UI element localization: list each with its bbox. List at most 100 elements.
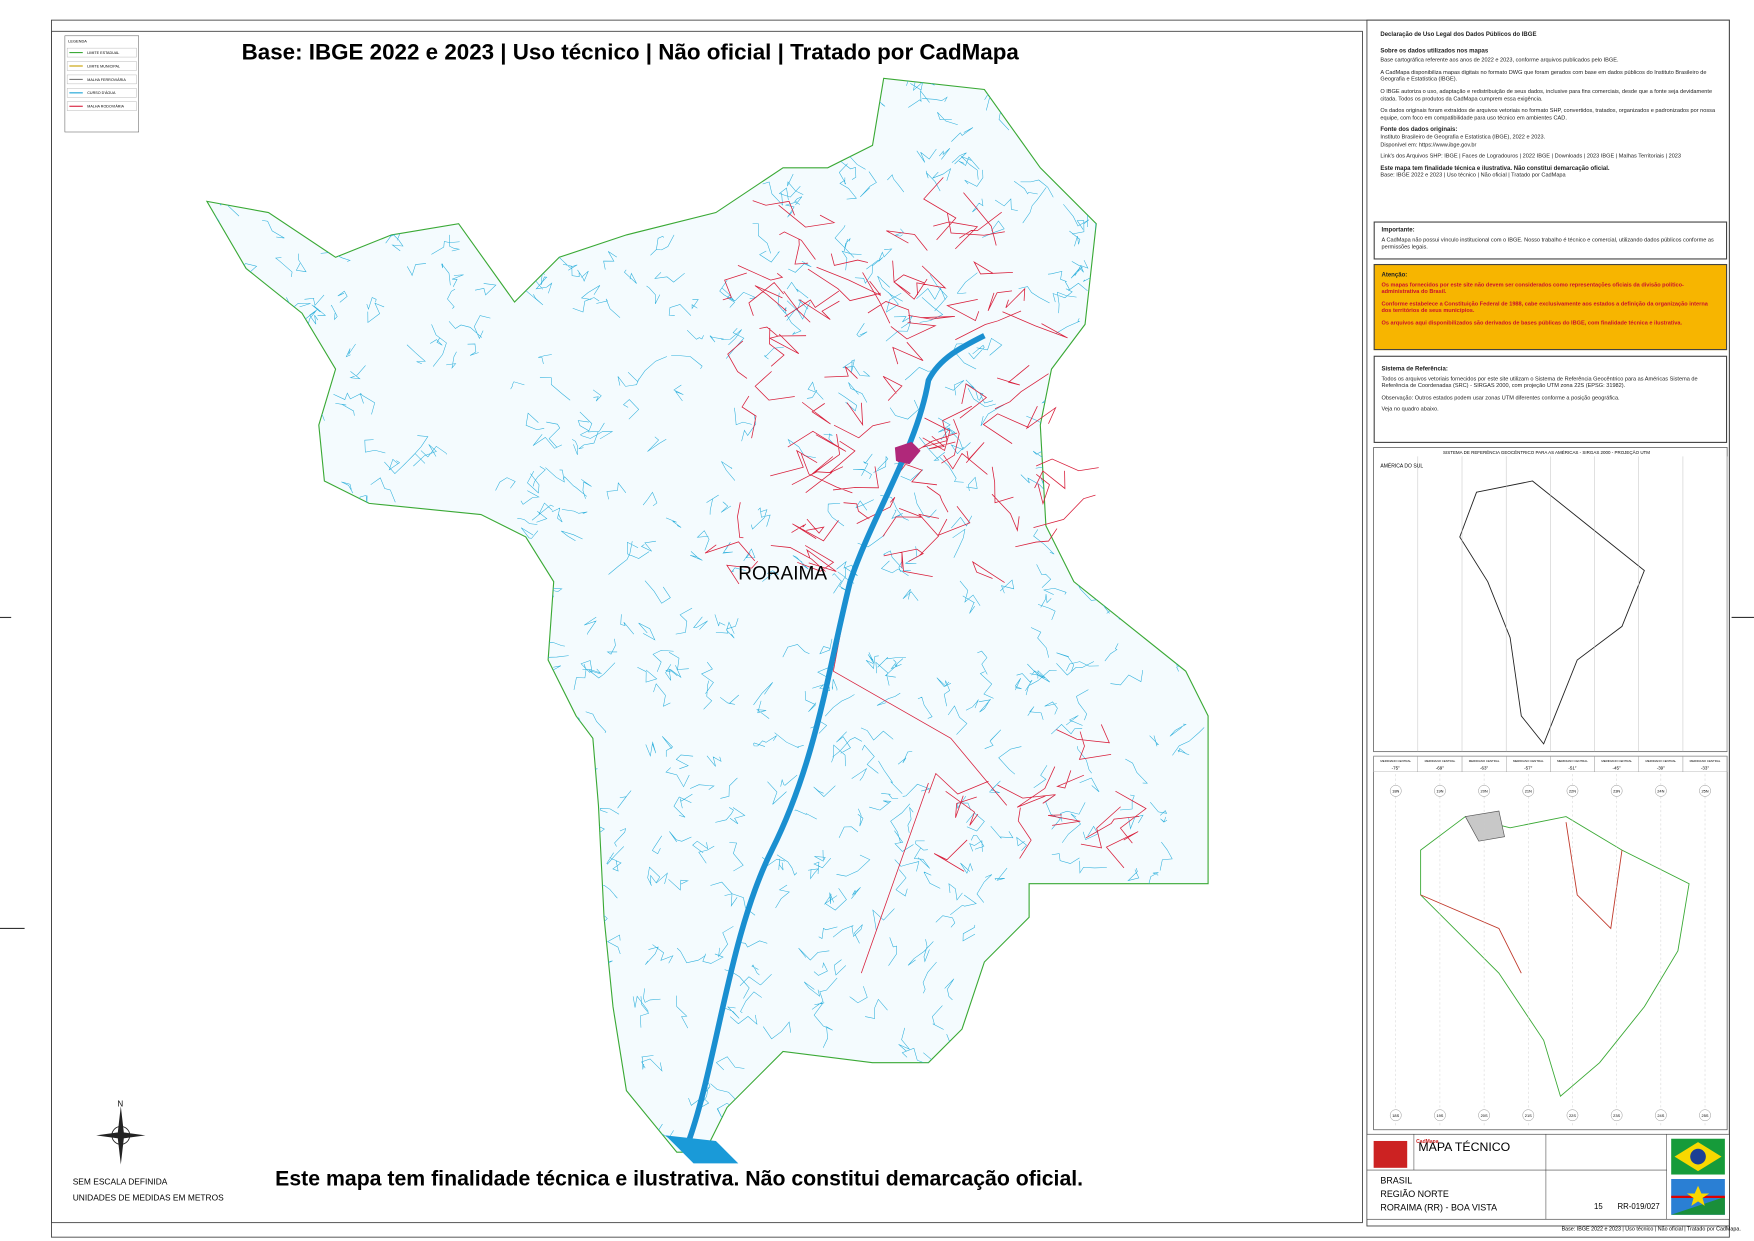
links[interactable]: Link's dos Arquivos SHP: IBGE | Faces de… [1380,153,1682,161]
zone-south: 19S [1436,1113,1443,1118]
heading: Sistema de Referência: [1381,365,1448,373]
zone-marker [1434,785,1446,797]
side-frame [1366,19,1730,1227]
zone-marker [1610,785,1623,797]
heading: Declaração de Uso Legal dos Dados Públic… [1380,31,1537,39]
meridian-degree: -69° [1436,766,1444,771]
paragraph: Os mapas fornecidos por este site não de… [1381,281,1684,296]
zone-south: 25S [1702,1113,1709,1118]
meridian-cell [1682,756,1728,773]
region-border [1420,822,1623,974]
subheading: Fonte dos dados originais: [1380,126,1458,134]
paragraph: Observação: Outros estados podem usar zo… [1381,394,1620,402]
attention-box: Atenção: Os mapas fornecidos por este si… [1373,263,1728,351]
zone-marker [1655,1109,1667,1122]
paragraph: Os dados originais foram extraídos de ar… [1380,107,1716,122]
zone-north: 23N [1613,789,1620,794]
meridian-degree: -45° [1613,766,1621,771]
map-title: Base: IBGE 2022 e 2023 | Uso técnico | N… [241,40,1019,65]
legend-item-box [66,47,137,58]
legend-label: MALHA RODOVIÁRIA [87,105,124,109]
zone-marker [1478,785,1490,797]
zone-south: 21S [1525,1113,1532,1118]
zone-north: 22N [1569,789,1576,794]
meridian-label: MERIDIANO CENTRAL [1690,759,1721,763]
sheet-number: 15 [1594,1203,1603,1212]
meridian-degree: -63° [1480,766,1488,771]
zone-south: 23S [1613,1113,1620,1118]
subheading: Sobre os dados utilizados nos mapas [1380,47,1489,55]
meridian-label: MERIDIANO CENTRAL [1513,759,1544,763]
legend-label: MALHA FERROVIÁRIA [87,78,126,82]
zone-marker [1566,785,1579,797]
declaration-box: Declaração de Uso Legal dos Dados Públic… [1374,27,1727,219]
paragraph: Conforme estabelece a Constituição Feder… [1381,300,1708,315]
road-lines [704,177,1147,974]
zone-south: 24S [1657,1113,1664,1118]
meridian-label: MERIDIANO CENTRAL [1601,759,1632,763]
meridian-degree: -39° [1657,766,1665,771]
paragraph: Os arquivos aqui disponibilizados são de… [1381,319,1683,327]
south-america [1459,480,1645,745]
zone-south: 20S [1481,1113,1488,1118]
zone-marker [1610,1109,1623,1122]
zone-north: 20N [1481,789,1488,794]
paragraph: O IBGE autoriza o uso, adaptação e redis… [1380,88,1713,103]
reference-box: Sistema de Referência: Todos os arquivos… [1373,355,1728,443]
map-frame [51,30,1363,1224]
legend-label: LIMITE ESTADUAL [87,51,119,55]
location: RORAIMA (RR) - BOA VISTA [1380,1202,1498,1213]
paragraph: Instituto Brasileiro de Geografia e Esta… [1380,134,1546,141]
zone-marker [1389,785,1402,797]
logo-text: CadMapa [1416,1138,1439,1145]
zone-north: 21N [1525,789,1532,794]
zone-marker [1655,785,1667,797]
block-lines: BRASIL REGIÃO NORTE RORAIMA (RR) - BOA V… [1380,1175,1497,1215]
heading: Atenção: [1381,271,1408,279]
meridian-label: MERIDIANO CENTRAL [1380,759,1411,763]
paragraph: A CadMapa disponibiliza mapas digitais n… [1380,69,1707,84]
zone-marker [1522,785,1535,797]
heading: Importante: [1381,227,1415,234]
credit: Base: IBGE 2022 e 2023 | Uso técnico | N… [1561,1227,1741,1233]
legend-title: LEGENDA [68,39,87,44]
meridian-degree: -51° [1568,766,1576,771]
legend-label: LIMITE MUNICIPAL [87,64,120,68]
zone-marker [1389,1109,1402,1122]
meridian-label: MERIDIANO CENTRAL [1469,759,1500,763]
zone-marker [1566,1109,1579,1122]
paragraph: Base: IBGE 2022 e 2023 | Uso técnico | N… [1380,172,1566,180]
paragraph: A CadMapa não possui vínculo institucion… [1381,236,1714,251]
paragraph: Todos os arquivos vetoriais fornecidos p… [1381,375,1698,390]
zone-south: 22S [1569,1113,1576,1118]
north-label: N [117,1100,124,1109]
logo-mark [1373,1140,1408,1168]
location: BRASIL [1380,1175,1413,1186]
inset-title: SISTEMA DE REFERÊNCIA GEOCÊNTRICO PARA A… [1442,449,1651,456]
city-area [894,441,921,465]
important-box: Importante: A CadMapa não possui vínculo… [1373,221,1728,260]
zone-south: 18S [1392,1113,1399,1118]
state-label: RORAIMA [738,562,828,584]
legend-item-box [66,101,137,111]
meridian-label: MERIDIANO CENTRAL [1425,759,1456,763]
meridian-degree: -57° [1524,766,1532,771]
link[interactable]: Disponível em: https://www.ibge.gov.br [1380,141,1477,149]
state-area [206,77,1209,1153]
meridian-label: MERIDIANO CENTRAL [1557,759,1588,763]
zone-marker [1478,1109,1490,1122]
zone-north: 19N [1436,789,1443,794]
scale-note: SEM ESCALA DEFINIDA [72,1176,168,1187]
meridian-degree: -33° [1701,766,1709,771]
legend-item-box [66,61,137,71]
roraima-highlight [1464,810,1505,842]
zone-north: 18N [1392,789,1399,794]
paragraph: Base cartográfica referente aos anos de … [1380,57,1619,64]
sheet-code: RR-019/027 [1617,1203,1660,1212]
inset-continent: AMÉRICA DO SUL [1380,463,1424,469]
zone-marker [1699,785,1711,797]
main-river [681,333,986,1154]
zone-north: 25N [1701,789,1708,794]
